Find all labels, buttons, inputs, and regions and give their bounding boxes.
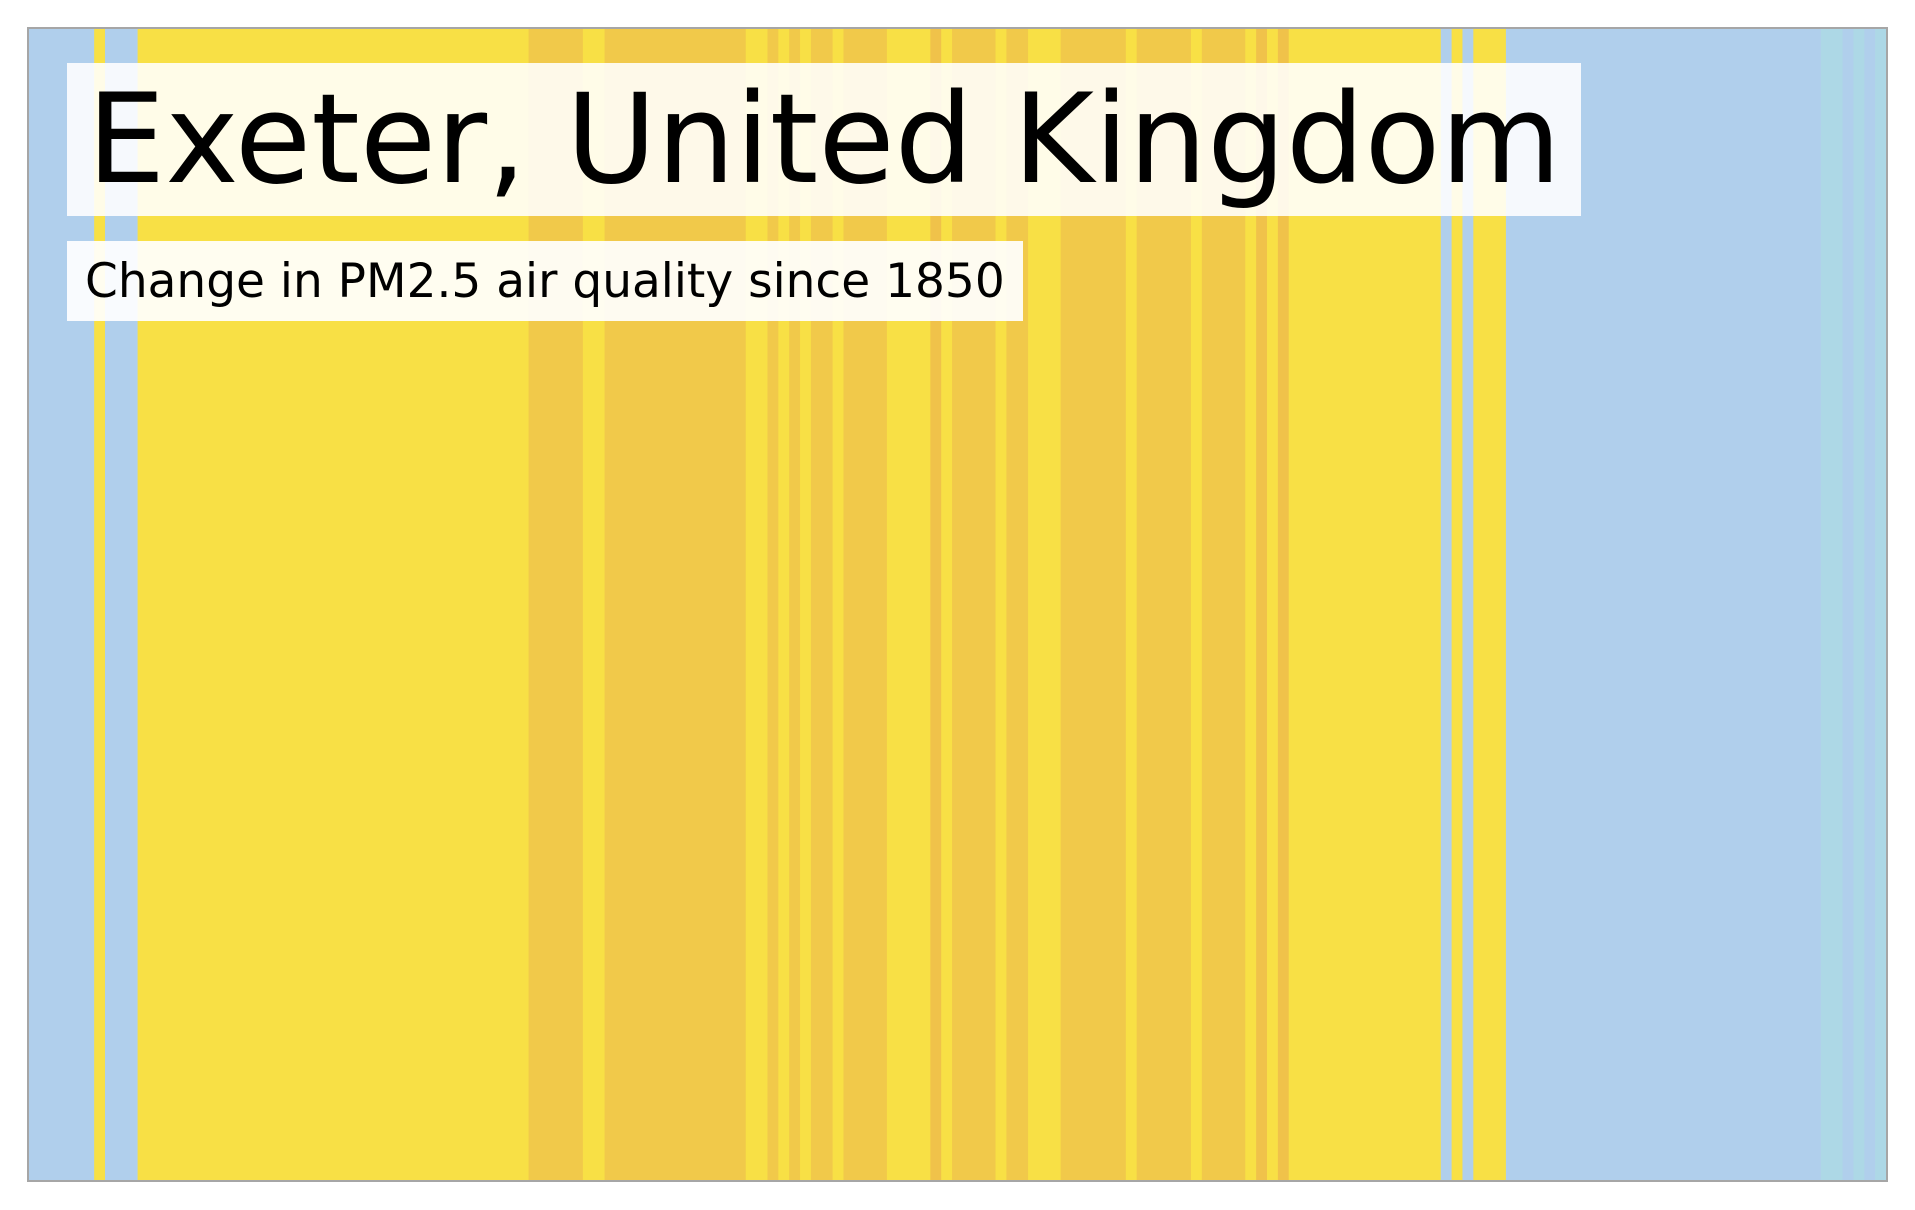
chart-title: Exeter, United Kingdom [87, 67, 1562, 212]
stripe-1860 [137, 29, 530, 1180]
stripe-1942 [1028, 29, 1062, 1180]
stripe-2017 [1842, 29, 1855, 1180]
stripe-1939 [995, 29, 1007, 1180]
stripe-1963 [1256, 29, 1268, 1180]
stripe-1919 [778, 29, 790, 1180]
stripe-1965 [1277, 29, 1290, 1180]
stripe-1856 [94, 29, 106, 1180]
pm25-stripes-chart [27, 27, 1888, 1182]
stripe-1962 [1245, 29, 1257, 1180]
stripe-1918 [767, 29, 779, 1180]
stripe-1952 [1136, 29, 1192, 1180]
chart-subtitle: Change in PM2.5 air quality since 1850 [85, 253, 1005, 309]
stripe-1957 [1190, 29, 1203, 1180]
stripe-1920 [789, 29, 801, 1180]
stripes-plot-area [29, 29, 1886, 1180]
stripe-2019 [1864, 29, 1876, 1180]
stripe-1903 [604, 29, 747, 1180]
stripe-2015 [1820, 29, 1844, 1180]
stripe-1951 [1125, 29, 1138, 1180]
stripe-1958 [1201, 29, 1246, 1180]
stripe-1924 [832, 29, 845, 1180]
stripe-2018 [1853, 29, 1865, 1180]
stripe-2020 [1875, 29, 1886, 1180]
stripe-1921 [800, 29, 812, 1180]
stripe-1964 [1267, 29, 1279, 1180]
stripe-1857 [105, 29, 139, 1180]
subtitle-label-box: Change in PM2.5 air quality since 1850 [67, 241, 1023, 321]
stripe-1945 [1060, 29, 1127, 1180]
stripe-1935 [952, 29, 997, 1180]
stripe-1980 [1440, 29, 1453, 1180]
stripe-1981 [1451, 29, 1464, 1180]
stripe-1850 [29, 29, 95, 1180]
stripe-1933 [930, 29, 942, 1180]
stripe-1983 [1473, 29, 1507, 1180]
stripe-1896 [528, 29, 584, 1180]
stripe-1966 [1288, 29, 1442, 1180]
title-label-box: Exeter, United Kingdom [67, 63, 1582, 216]
stripe-1982 [1462, 29, 1474, 1180]
stripe-1929 [886, 29, 931, 1180]
stripe-1986 [1505, 29, 1822, 1180]
stripe-1925 [843, 29, 888, 1180]
stripe-1934 [941, 29, 953, 1180]
